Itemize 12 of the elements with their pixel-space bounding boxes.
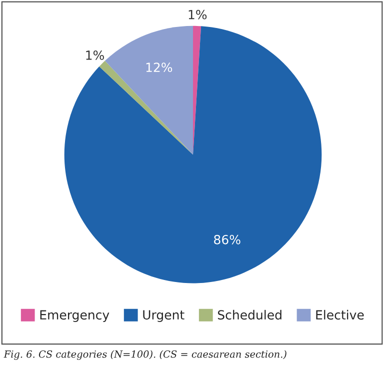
data-label: 1% xyxy=(86,50,104,60)
legend-label: Elective xyxy=(316,310,364,320)
data-label: 86% xyxy=(214,234,240,244)
legend-label: Urgent xyxy=(143,310,184,322)
data-label: 1% xyxy=(188,10,207,20)
legend-label: Scheduled xyxy=(218,310,282,320)
pie-slice xyxy=(104,26,193,155)
data-label: 12% xyxy=(146,62,172,72)
pie-slice xyxy=(64,26,322,284)
legend-label: Emergency xyxy=(40,310,110,322)
pie-slice xyxy=(99,60,193,155)
caption: Fig. 6. CS categories (N=100). (CS = caesarean section.) xyxy=(4,350,286,360)
